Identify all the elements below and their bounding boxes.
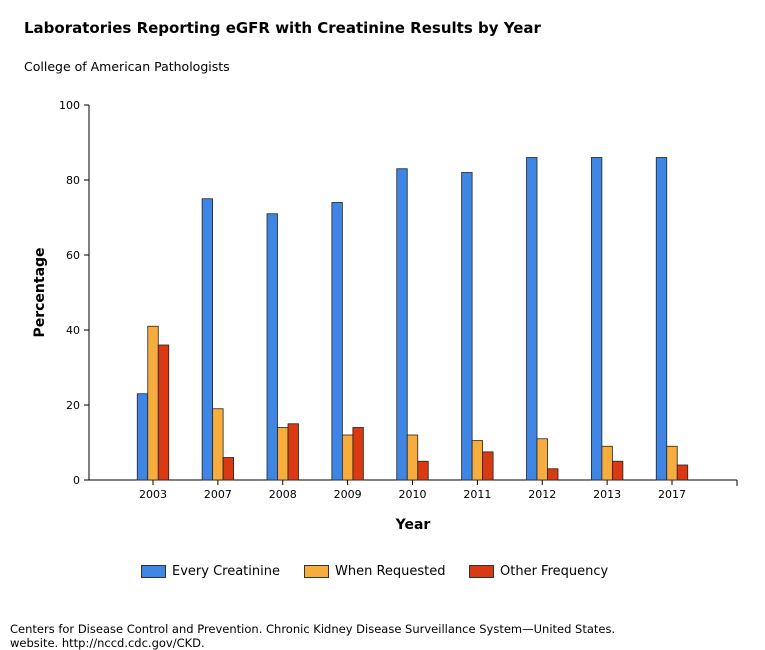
x-tick-label: 2012 [528,488,556,501]
legend-label-when-requested: When Requested [335,564,446,579]
y-axis-label: Percentage [32,247,48,337]
bar [352,427,364,481]
y-tick-label: 60 [66,249,80,262]
y-tick-label: 0 [73,474,80,487]
x-tick-label: 2003 [139,488,167,501]
bar [201,198,214,481]
bar [277,427,289,481]
source-citation-line-1: Centers for Disease Control and Preventi… [10,622,616,636]
x-tick-label: 2009 [334,488,362,501]
x-tick-label: 2008 [269,488,297,501]
bar [331,202,343,481]
bar [611,460,624,481]
bar [590,157,603,481]
legend-label-other-frequency: Other Frequency [500,564,609,579]
y-tick-label: 40 [66,324,80,337]
x-tick-label: 2011 [463,488,491,501]
chart-subtitle: College of American Pathologists [24,59,230,74]
bar [222,457,235,481]
bar [212,408,224,481]
bar [601,445,613,481]
bar [341,434,354,481]
legend-swatch-every-creatinine [141,565,166,578]
bar [482,451,494,481]
legend-swatch-when-requested [304,565,329,578]
bar [406,434,419,481]
bar [666,445,678,481]
bar [536,438,548,481]
y-tick-label: 100 [59,99,80,112]
legend-label-every-creatinine: Every Creatinine [172,564,280,579]
legend-item-other-frequency: Other Frequency [469,564,608,579]
x-tick-label: 2013 [593,488,621,501]
bar [136,393,149,481]
bar [547,468,559,481]
legend-item-when-requested: When Requested [304,564,446,579]
bar [396,168,408,481]
x-axis-label: Year [395,517,431,533]
x-tick-label: 2007 [204,488,232,501]
legend-item-every-creatinine: Every Creatinine [141,564,280,579]
bar [157,344,170,481]
bar [417,460,429,481]
legend: Every Creatinine When Requested Other Fr… [0,564,765,586]
bar [676,464,689,481]
bar [526,157,538,481]
bar-chart: 0 20 40 60 80 100 Percentage Year 2003 2007 2008 20… [32,99,738,533]
bar [147,325,159,481]
bar [461,172,473,481]
bar [655,157,668,481]
y-tick-label: 80 [66,174,80,187]
x-tick-label: 2017 [658,488,686,501]
source-citation-line-2: website. http://nccd.cdc.gov/CKD. [10,636,205,650]
legend-swatch-other-frequency [469,565,494,578]
source-citation: Centers for Disease Control and Preventi… [10,622,615,650]
bar [287,423,299,481]
x-tick-label: 2010 [399,488,427,501]
bar [266,213,278,481]
bar [471,440,484,481]
chart-title: Laboratories Reporting eGFR with Creatin… [24,19,541,37]
y-tick-label: 20 [66,399,80,412]
